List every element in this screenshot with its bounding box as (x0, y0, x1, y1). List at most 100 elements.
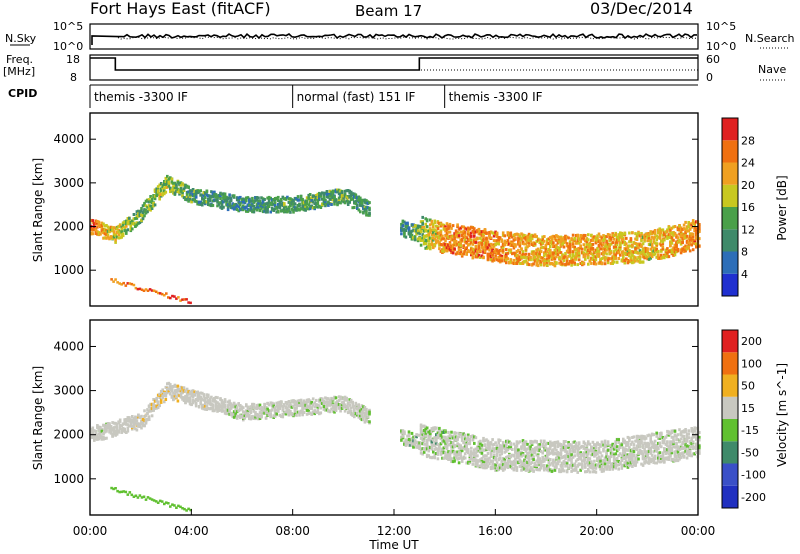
echo-cell (138, 422, 142, 426)
echo-cell (328, 399, 332, 403)
echo-cell (518, 244, 522, 248)
echo-cell (568, 254, 572, 257)
echo-cell (263, 403, 266, 407)
echo-cell (214, 407, 218, 411)
echo-cell (552, 244, 555, 247)
echo-cell (555, 255, 558, 259)
echo-cell (567, 262, 570, 266)
echo-cell (432, 455, 435, 459)
echo-cell (527, 244, 531, 248)
echo-cell (237, 205, 240, 209)
echo-cell (685, 240, 689, 244)
echo-cell (675, 250, 678, 254)
echo-cell (424, 446, 427, 450)
echo-cell (126, 423, 130, 427)
echo-cell (596, 234, 599, 238)
nsky-label: N.Sky (5, 32, 37, 45)
echo-cell (539, 263, 543, 267)
echo-cell (308, 200, 312, 204)
echo-cell (526, 442, 529, 446)
echo-cell (429, 438, 432, 442)
echo-cell (488, 243, 491, 247)
echo-cell (549, 254, 552, 258)
echo-cell (687, 241, 690, 245)
echo-cell (442, 430, 446, 434)
echo-cell (602, 256, 605, 260)
echo-cell (590, 238, 593, 242)
echo-cell (337, 405, 341, 409)
echo-cell (460, 438, 464, 442)
echo-cell (194, 199, 198, 203)
echo-cell (424, 234, 427, 238)
echo-cell (126, 416, 130, 420)
echo-cell (467, 450, 470, 454)
echo-cell (213, 198, 216, 202)
echo-cell (252, 200, 256, 204)
echo-cell (486, 240, 490, 244)
echo-cell (614, 241, 617, 245)
echo-cell (445, 236, 449, 240)
echo-cell (451, 460, 455, 464)
echo-cell (220, 203, 224, 207)
echo-cell (615, 238, 619, 242)
echo-cell (235, 416, 239, 420)
echo-cell (599, 260, 602, 264)
echo-cell (581, 247, 584, 251)
echo-cell (357, 409, 361, 413)
echo-cell (360, 404, 364, 408)
echo-cell (483, 249, 487, 253)
echo-cell (491, 443, 494, 447)
echo-cell (164, 385, 168, 389)
echo-cell (99, 224, 102, 228)
echo-cell (447, 458, 450, 461)
echo-cell (106, 225, 110, 229)
echo-cell (501, 231, 505, 235)
echo-cell (445, 444, 449, 448)
echo-cell (158, 192, 161, 196)
echo-cell (283, 404, 286, 408)
echo-cell (173, 394, 177, 398)
echo-cell (425, 455, 429, 459)
echo-cell (117, 224, 120, 228)
echo-cell (681, 249, 684, 253)
echo-cell (486, 446, 490, 450)
echo-cell (284, 197, 288, 201)
echo-cell (652, 236, 655, 240)
echo-cell (170, 387, 174, 390)
echo-cell (649, 243, 652, 247)
echo-cell (632, 241, 636, 245)
echo-cell (611, 241, 614, 245)
echo-cell (599, 241, 602, 245)
echo-cell (693, 228, 696, 232)
echo-cell (277, 205, 280, 209)
echo-cell (565, 244, 569, 248)
echo-cell (136, 287, 140, 291)
echo-cell (520, 454, 523, 458)
echo-cell (577, 237, 581, 241)
echo-cell (670, 241, 674, 245)
echo-cell (658, 236, 662, 240)
echo-cell (318, 198, 321, 202)
echo-cell (315, 194, 318, 197)
echo-cell (175, 388, 178, 392)
echo-cell (523, 260, 526, 264)
echo-cell (596, 246, 599, 250)
echo-cell (468, 442, 472, 446)
echo-cell (544, 259, 548, 263)
echo-cell (185, 195, 189, 199)
echo-cell (321, 197, 324, 201)
echo-cell (319, 411, 323, 415)
echo-cell (582, 261, 586, 265)
echo-cell (159, 182, 163, 185)
echo-cell (424, 238, 427, 242)
echo-cell (112, 235, 116, 239)
echo-cell (353, 409, 356, 413)
echo-cell (550, 261, 554, 265)
echo-cell (442, 446, 446, 450)
echo-cell (512, 251, 516, 255)
echo-cell (324, 396, 327, 400)
echo-cell (646, 247, 649, 251)
echo-cell (438, 241, 441, 245)
echo-cell (666, 236, 669, 240)
echo-cell (353, 408, 356, 412)
